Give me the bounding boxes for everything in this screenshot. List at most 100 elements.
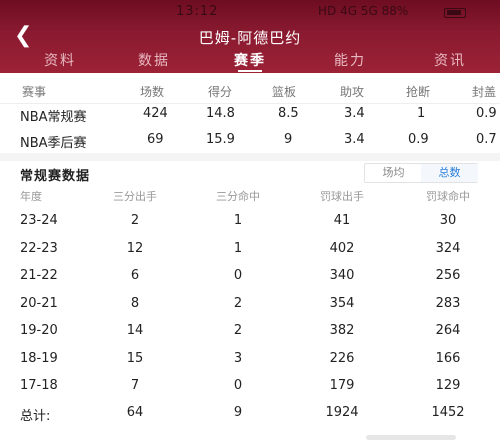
summary-cell: 0.9 [408,132,429,147]
stat-cell: 8 [130,296,140,311]
season-cell: 20-21 [20,296,58,311]
table-row: 17-18 7 0 179 129 [0,378,500,402]
table-row: 19-20 14 2 382 264 [0,323,500,347]
divider [0,103,500,104]
total-cell: 9 [233,405,243,420]
summary-cell: 15.9 [206,132,235,147]
toggle-totals[interactable]: 总数 [421,164,478,182]
chevron-left-icon[interactable]: ❮ [14,23,33,48]
summary-header-cell: 篮板 [272,85,297,99]
season-cell: 19-20 [20,323,58,338]
stat-cell: 1 [233,241,243,256]
status-indicators: HD 4G 5G 88% [318,4,409,18]
summary-header-cell: 封盖 [472,85,497,99]
season-cell: 18-19 [20,351,58,366]
stat-cell: 12 [126,241,144,256]
table-row: 21-22 6 0 340 256 [0,268,500,292]
toggle-per-game[interactable]: 场均 [382,166,405,179]
tab-bar: 资料 数据 赛季 能力 资讯 [0,50,500,72]
header-cell: 罚球命中 [426,190,470,203]
section-title: 常规赛数据 [20,169,91,184]
stat-cell: 3 [233,351,243,366]
tab-stats[interactable]: 数据 [138,53,170,69]
regular-season-header: 常规赛数据 场均 总数 [0,161,500,185]
summary-cell: 0.7 [476,132,497,147]
season-table-header: 年度 三分出手 三分命中 罚球出手 罚球命中 [0,188,500,208]
stat-cell: 129 [435,378,461,393]
stat-cell: 166 [435,351,461,366]
stat-mode-toggle: 场均 总数 [364,163,478,183]
total-cell: 1452 [431,405,465,420]
table-row: NBA常规赛 424 14.8 8.5 3.4 1 0.9 [0,106,500,128]
total-cell: 64 [126,405,144,420]
header-cell: 年度 [20,190,42,203]
stat-cell: 2 [130,213,140,228]
summary-header-cell: 得分 [208,85,233,99]
stat-cell: 2 [233,323,243,338]
summary-cell: 8.5 [278,106,299,121]
active-tab-indicator [238,70,262,72]
stat-cell: 283 [435,296,461,311]
table-row: 20-21 8 2 354 283 [0,296,500,320]
season-cell: 17-18 [20,378,58,393]
section-gap [0,153,500,161]
stat-cell: 0 [233,268,243,283]
season-cell: 22-23 [20,241,58,256]
stat-cell: 6 [130,268,140,283]
summary-header-cell: 抢断 [406,85,431,99]
total-label: 总计: [20,409,51,424]
summary-cell: 3.4 [344,106,365,121]
stat-cell: 1 [233,213,243,228]
stat-cell: 264 [435,323,461,338]
app-header: 13:12 HD 4G 5G 88% ❮ 巴姆-阿德巴约 资料 数据 赛季 能力… [0,0,500,73]
total-row: 总计: 64 9 1924 1452 [0,405,500,429]
summary-table: 赛事 场数 得分 篮板 助攻 抢断 封盖 NBA常规赛 424 14.8 8.5… [0,73,500,153]
table-row: NBA季后赛 69 15.9 9 3.4 0.9 0.7 [0,132,500,154]
tab-season[interactable]: 赛季 [234,53,266,69]
stat-cell: 15 [126,351,144,366]
summary-cell: NBA季后赛 [20,136,87,151]
stat-cell: 14 [126,323,144,338]
tab-news[interactable]: 资讯 [434,53,466,69]
header-cell: 三分出手 [113,190,157,203]
summary-cell: NBA常规赛 [20,110,87,125]
battery-icon [444,8,466,18]
summary-header-cell: 场数 [140,85,165,99]
stat-cell: 30 [439,213,457,228]
summary-header-cell: 助攻 [340,85,365,99]
season-cell: 23-24 [20,213,58,228]
summary-header-row: 赛事 场数 得分 篮板 助攻 抢断 封盖 [0,83,500,103]
header-cell: 三分命中 [216,190,260,203]
total-cell: 1924 [325,405,359,420]
summary-cell: 9 [284,132,293,147]
stat-cell: 340 [329,268,355,283]
summary-header-cell: 赛事 [22,85,47,99]
table-row: 18-19 15 3 226 166 [0,351,500,375]
stat-cell: 226 [329,351,355,366]
summary-cell: 69 [147,132,164,147]
stat-cell: 324 [435,241,461,256]
summary-cell: 14.8 [206,106,235,121]
stat-cell: 7 [130,378,140,393]
stat-cell: 354 [329,296,355,311]
nav-bar: ❮ 巴姆-阿德巴约 [0,23,500,48]
season-cell: 21-22 [20,268,58,283]
header-cell: 罚球出手 [320,190,364,203]
stat-cell: 179 [329,378,355,393]
status-time: 13:12 [176,4,219,19]
table-row: 23-24 2 1 41 30 [0,213,500,237]
stat-cell: 2 [233,296,243,311]
tab-profile[interactable]: 资料 [44,53,76,69]
home-indicator [366,435,456,440]
summary-cell: 0.9 [476,106,497,121]
stat-cell: 41 [333,213,351,228]
table-row: 22-23 12 1 402 324 [0,241,500,265]
tab-ability[interactable]: 能力 [334,53,366,69]
stat-cell: 0 [233,378,243,393]
summary-cell: 3.4 [344,132,365,147]
stat-cell: 382 [329,323,355,338]
stat-cell: 402 [329,241,355,256]
status-bar: 13:12 HD 4G 5G 88% [0,0,500,22]
stat-cell: 256 [435,268,461,283]
summary-cell: 424 [143,106,168,121]
